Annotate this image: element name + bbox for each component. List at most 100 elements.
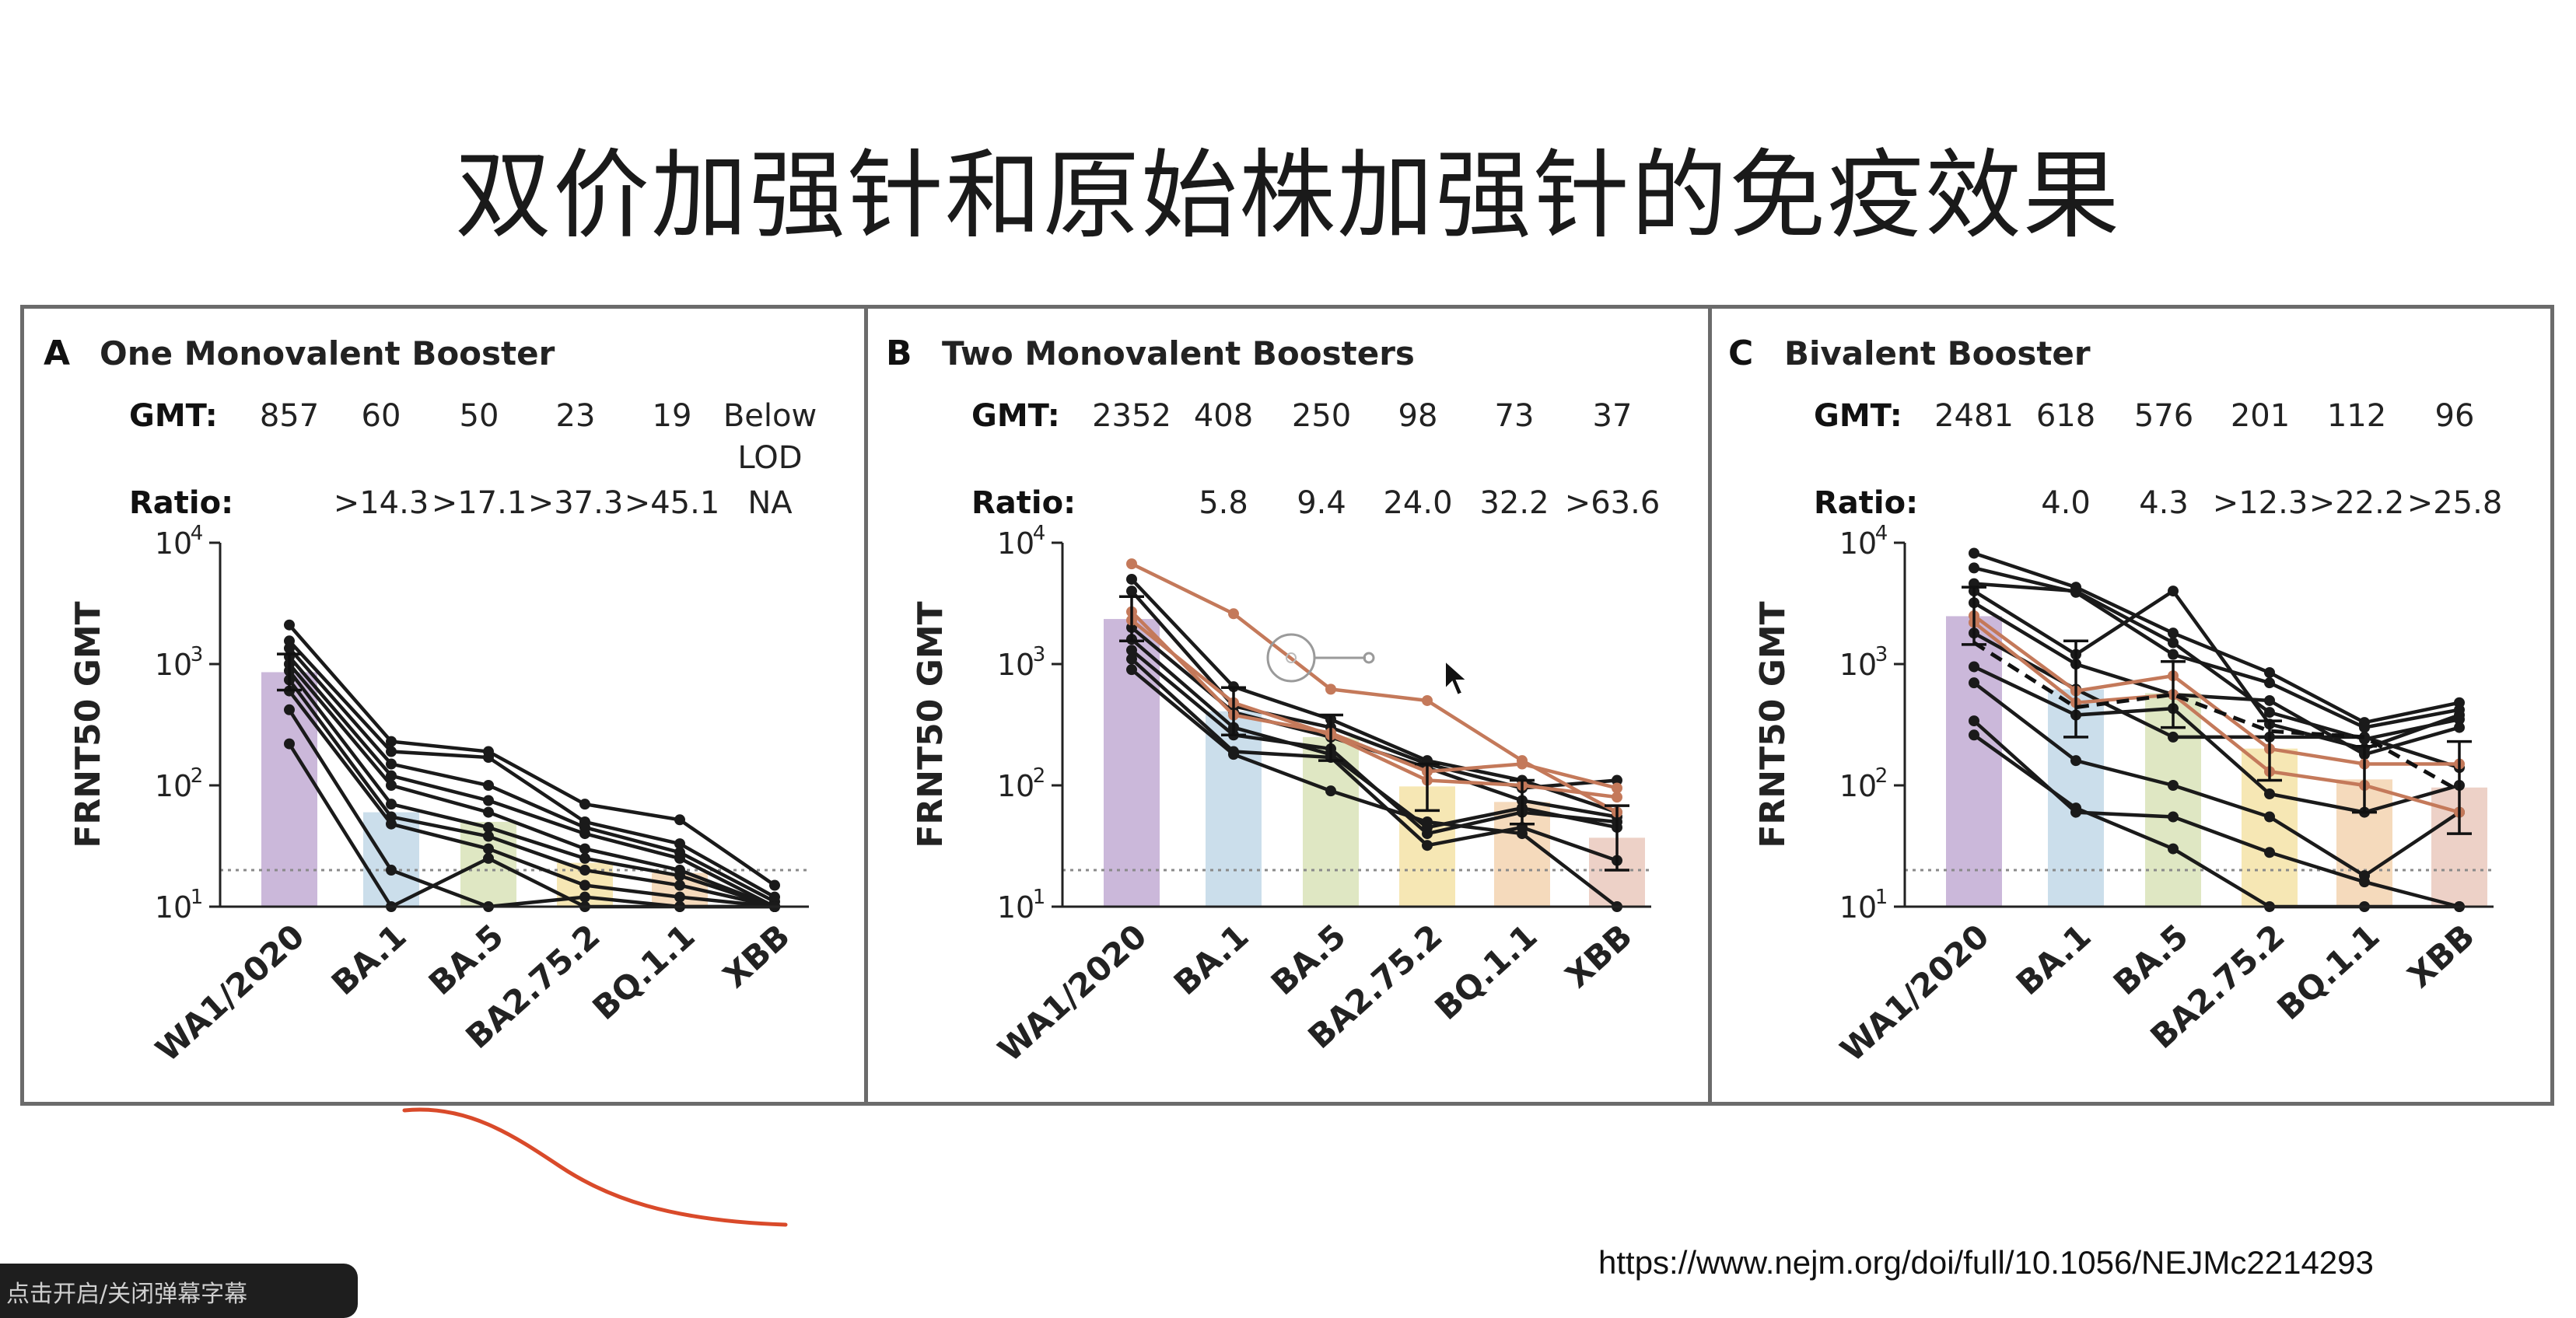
pointer-ring-icon bbox=[1266, 633, 1375, 683]
subject-point bbox=[483, 843, 494, 855]
subject-line bbox=[1973, 665, 2460, 814]
subject-point bbox=[2070, 802, 2081, 814]
subject-point bbox=[674, 814, 685, 826]
gmt-value: 201 bbox=[2231, 398, 2290, 434]
ratio-value: NA bbox=[747, 485, 793, 521]
subject-point bbox=[284, 704, 295, 715]
y-tick-label-base: 10 bbox=[1839, 890, 1877, 925]
subject-line bbox=[1972, 621, 2460, 814]
subject-point bbox=[674, 870, 685, 882]
subject-point bbox=[1612, 792, 1622, 803]
gmt-value: 96 bbox=[2435, 398, 2475, 434]
y-tick-label-exp: 2 bbox=[1875, 764, 1888, 788]
subject-point bbox=[483, 830, 494, 842]
subject-point bbox=[579, 865, 590, 876]
subject-point bbox=[2264, 694, 2275, 706]
subject-point bbox=[2070, 755, 2081, 767]
subject-point bbox=[483, 752, 494, 764]
ratio-label: Ratio: bbox=[971, 485, 1076, 521]
gmt-value: 98 bbox=[1398, 398, 1438, 434]
subject-point bbox=[2168, 780, 2179, 791]
subject-point bbox=[1969, 547, 1979, 559]
y-tick-label-base: 10 bbox=[155, 769, 192, 803]
subject-point bbox=[674, 891, 685, 903]
gmt-value: 250 bbox=[1292, 398, 1351, 434]
subject-point bbox=[1422, 828, 1433, 840]
ratio-value: 24.0 bbox=[1383, 485, 1452, 521]
subject-point bbox=[386, 736, 397, 747]
panel-title: Two Monovalent Boosters bbox=[942, 334, 1415, 372]
subject-point bbox=[1969, 562, 1979, 574]
y-tick-label-base: 10 bbox=[155, 648, 192, 682]
subject-point bbox=[1126, 645, 1137, 656]
y-tick-label-exp: 1 bbox=[1033, 886, 1046, 909]
panel-letter: C bbox=[1728, 334, 1753, 373]
source-url[interactable]: https://www.nejm.org/doi/full/10.1056/NE… bbox=[1598, 1244, 2374, 1281]
subject-line bbox=[1973, 551, 2460, 725]
subject-point bbox=[674, 879, 685, 891]
subject-line bbox=[1130, 610, 1618, 790]
y-tick-label-base: 10 bbox=[155, 890, 192, 925]
ratio-label: Ratio: bbox=[1814, 485, 1918, 521]
bar bbox=[1206, 711, 1262, 907]
y-tick-label-exp: 4 bbox=[1033, 522, 1046, 545]
panel-title: One Monovalent Booster bbox=[100, 334, 555, 372]
ratio-value: >37.3 bbox=[528, 485, 624, 521]
subject-point bbox=[579, 891, 590, 903]
subject-line bbox=[288, 639, 776, 899]
subject-line bbox=[288, 647, 776, 904]
subject-line bbox=[1973, 582, 2460, 742]
gmt-value: 112 bbox=[2327, 398, 2386, 434]
subject-point bbox=[1228, 749, 1239, 760]
subject-point bbox=[1517, 758, 1528, 770]
ratio-value: >45.1 bbox=[625, 485, 720, 521]
subject-line bbox=[288, 662, 775, 909]
y-tick-label-exp: 1 bbox=[191, 886, 204, 909]
subject-point bbox=[2168, 731, 2179, 743]
caption-toggle-bar[interactable]: 点击开启/关闭弹幕字幕 bbox=[0, 1264, 358, 1318]
subject-point bbox=[483, 795, 494, 806]
ratio-value: >17.1 bbox=[432, 485, 527, 521]
ratio-value: >63.6 bbox=[1565, 485, 1661, 521]
subject-point bbox=[1517, 828, 1528, 840]
subject-point bbox=[579, 879, 590, 891]
subject-line bbox=[1130, 668, 1619, 908]
gmt-value: 37 bbox=[1593, 398, 1633, 434]
ratio-value: 32.2 bbox=[1479, 485, 1549, 521]
subject-line bbox=[288, 624, 776, 887]
gmt-label: GMT: bbox=[971, 398, 1060, 434]
subject-line bbox=[288, 669, 775, 909]
gmt-value: 2352 bbox=[1092, 398, 1171, 434]
subject-point bbox=[1126, 573, 1137, 585]
gmt-value: 618 bbox=[2036, 398, 2095, 434]
y-tick-label-exp: 2 bbox=[1033, 764, 1046, 788]
y-tick-label-exp: 3 bbox=[1033, 643, 1046, 666]
subject-point bbox=[2359, 731, 2370, 743]
ratio-value: >25.8 bbox=[2407, 485, 2503, 521]
subject-point bbox=[2264, 677, 2275, 689]
subject-point bbox=[2264, 811, 2275, 823]
subject-point bbox=[674, 852, 685, 864]
y-tick-label-base: 10 bbox=[997, 769, 1034, 803]
y-axis-label: FRNT50 GMT bbox=[68, 601, 108, 848]
subject-point bbox=[483, 780, 494, 791]
subject-point bbox=[2168, 649, 2179, 660]
ratio-value: >12.3 bbox=[2213, 485, 2308, 521]
subject-point bbox=[386, 746, 397, 757]
subject-point bbox=[769, 879, 780, 891]
y-tick-label-exp: 2 bbox=[191, 764, 204, 788]
subject-point bbox=[284, 738, 295, 750]
subject-point bbox=[1422, 840, 1433, 851]
subject-point bbox=[483, 822, 494, 834]
y-tick-label-exp: 4 bbox=[191, 522, 204, 545]
panel-divider bbox=[864, 305, 868, 1106]
y-tick-label-base: 10 bbox=[1839, 769, 1877, 803]
subject-point bbox=[579, 828, 590, 840]
panel-letter: B bbox=[886, 334, 912, 373]
subject-point bbox=[2359, 722, 2370, 733]
subject-point bbox=[1126, 653, 1137, 665]
subject-point bbox=[483, 852, 494, 864]
ratio-value: >22.2 bbox=[2309, 485, 2405, 521]
y-tick-label-exp: 4 bbox=[1875, 522, 1888, 545]
y-tick-label-exp: 3 bbox=[191, 643, 204, 666]
